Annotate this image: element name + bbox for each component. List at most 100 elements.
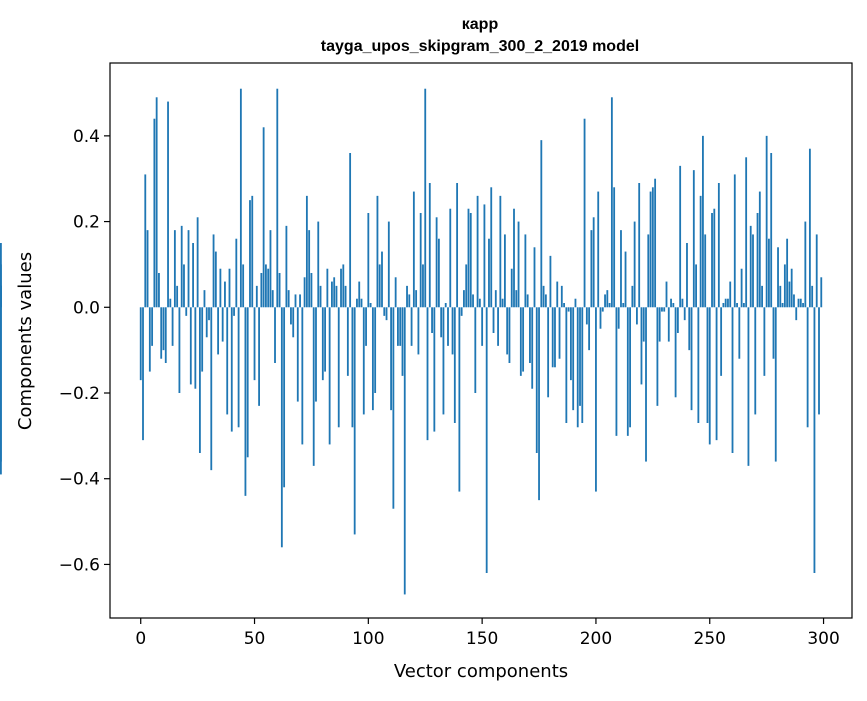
bar-167 (519, 307, 522, 376)
bar-213 (624, 251, 627, 308)
bar-279 (774, 307, 777, 462)
bar-252 (713, 208, 716, 308)
bar-262 (736, 303, 738, 308)
bar-185 (560, 285, 563, 308)
bar-133 (442, 307, 445, 415)
bar-2 (144, 174, 147, 308)
bar-79 (319, 285, 322, 308)
bar-180 (549, 255, 552, 308)
bar-93 (351, 307, 354, 428)
bar-13 (169, 298, 172, 308)
bar-0 (139, 307, 142, 381)
bar-211 (620, 230, 622, 308)
bar-268 (749, 225, 752, 308)
bar-73 (305, 195, 308, 308)
bar-84 (331, 281, 333, 308)
bar-165 (515, 290, 518, 308)
bar-95 (356, 298, 358, 308)
x-tick-label: 200 (580, 629, 612, 649)
bar-63 (283, 307, 286, 488)
bar-188 (567, 307, 570, 312)
bar-5 (151, 307, 154, 346)
y-tick-label: −0.6 (59, 555, 100, 575)
bar-75 (310, 273, 313, 308)
bar-7 (155, 97, 158, 308)
bar-226 (654, 178, 657, 308)
bar-278 (772, 307, 775, 359)
bar-286 (790, 268, 793, 308)
bar-264 (740, 268, 743, 308)
bar-272 (758, 191, 761, 308)
bar-61 (278, 273, 281, 308)
bar-209 (615, 307, 618, 436)
bar-242 (690, 307, 693, 411)
bar-60 (276, 88, 279, 308)
bar-207 (610, 97, 613, 308)
bar-130 (435, 217, 438, 308)
bar-218 (636, 307, 638, 325)
bar-143 (465, 264, 468, 308)
bar-158 (499, 195, 502, 308)
bar-110 (390, 307, 392, 411)
bar-113 (397, 307, 399, 346)
bar-83 (328, 307, 331, 445)
bar-129 (433, 307, 436, 432)
bar-137 (451, 307, 454, 355)
bar-107 (383, 307, 386, 316)
bar-undefined (0, 307, 2, 475)
bar-3 (146, 230, 149, 308)
bar-39 (228, 268, 231, 308)
bar-22 (189, 307, 192, 385)
bar-125 (424, 88, 427, 308)
bar-152 (485, 307, 488, 573)
bar-28 (203, 290, 206, 308)
bar-121 (415, 290, 418, 308)
bar-58 (271, 290, 274, 308)
bar-80 (321, 307, 324, 381)
bar-155 (492, 307, 495, 333)
bar-140 (458, 307, 461, 492)
bar-195 (583, 118, 586, 308)
bar-280 (777, 247, 779, 308)
bar-178 (544, 294, 547, 308)
bar-132 (440, 307, 443, 338)
bar-284 (786, 238, 789, 308)
bar-149 (478, 298, 481, 308)
bar-266 (745, 157, 748, 308)
bar-163 (510, 268, 513, 308)
x-tick-label: 150 (466, 629, 498, 649)
bar-194 (581, 307, 584, 423)
bar-24 (194, 307, 197, 389)
bar-170 (526, 294, 529, 308)
bar-40 (230, 307, 233, 432)
bar-70 (299, 294, 301, 308)
bar-98 (362, 307, 365, 415)
bar-122 (417, 307, 420, 355)
bar-20 (185, 307, 188, 316)
bar-31 (210, 307, 213, 471)
bar-19 (183, 264, 185, 308)
bar-274 (763, 307, 766, 376)
bar-53 (260, 273, 263, 308)
bar-189 (569, 307, 572, 381)
bar-108 (385, 307, 388, 321)
bar-44 (239, 88, 242, 308)
bar-290 (799, 298, 802, 308)
bar-35 (219, 268, 222, 308)
bar-156 (494, 290, 497, 308)
bar-235 (674, 307, 677, 398)
bar-169 (524, 234, 527, 308)
bar-231 (665, 281, 668, 308)
bar-78 (317, 221, 320, 308)
bar-21 (187, 230, 190, 308)
plot-frame (109, 62, 853, 619)
bar-62 (280, 307, 283, 548)
bar-151 (483, 204, 486, 308)
bar-6 (153, 118, 156, 308)
bar-203 (601, 307, 604, 312)
bar-146 (472, 294, 474, 308)
bar-54 (262, 127, 265, 308)
bar-38 (226, 307, 229, 415)
bar-249 (706, 307, 709, 423)
